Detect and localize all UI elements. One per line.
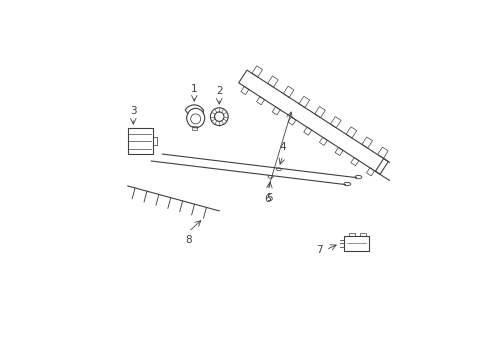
Text: 4: 4 [280,142,286,152]
Text: 7: 7 [317,245,323,255]
Text: 6: 6 [265,194,271,204]
Bar [153,137,157,145]
Bar [349,233,355,236]
Bar [128,128,153,154]
Bar [192,126,196,130]
Bar [344,236,369,251]
Bar [360,233,366,236]
Text: 1: 1 [191,84,197,94]
Text: 3: 3 [130,106,137,116]
Text: 5: 5 [266,193,272,203]
Text: 2: 2 [216,86,222,96]
Text: 8: 8 [185,235,192,245]
